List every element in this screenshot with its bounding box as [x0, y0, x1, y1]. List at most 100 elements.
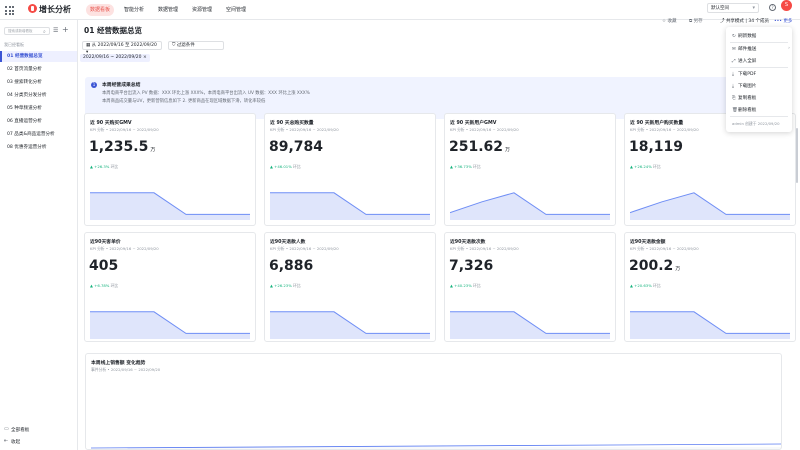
- refresh-icon: ↻: [732, 34, 736, 39]
- kpi-change: ▲ +40.23% 环比: [450, 283, 481, 288]
- trend-card-subtitle: 事件分析 • 2022/09/16 ~ 2022/09/20: [91, 367, 161, 372]
- tab-smart-analysis[interactable]: 智能分析: [123, 7, 144, 13]
- kpi-title: 近90天客单价: [90, 240, 121, 245]
- tab-resource-management[interactable]: 资源管理: [191, 7, 212, 13]
- star-icon: ☆: [662, 19, 667, 24]
- trash-icon: 🗑: [732, 108, 738, 113]
- page-scrollbar[interactable]: [796, 128, 798, 183]
- sales-trend-card: 本周线上销售额 变化趋势 事件分析 • 2022/09/16 ~ 2022/09…: [85, 353, 782, 450]
- trend-area: [630, 192, 790, 220]
- chevron-right-icon: ›: [788, 46, 790, 51]
- collapse-button[interactable]: 收起: [11, 440, 21, 445]
- kpi-trend-chart: [630, 311, 790, 339]
- sidebar-item-seeding-channel[interactable]: 05 种草频道分析: [7, 106, 42, 111]
- space-select[interactable]: 默认空间: [707, 3, 759, 13]
- more-dots-icon: •••: [774, 19, 784, 24]
- kpi-trend-chart: [90, 192, 250, 220]
- sidebar-search-input[interactable]: 搜索或新增看板: [4, 27, 50, 35]
- sidebar-item-category-page[interactable]: 04 分类页分发分析: [7, 93, 47, 98]
- sidebar-item-live-ops[interactable]: 06 直播运营分析: [7, 119, 42, 124]
- kpi-trend-chart: [450, 311, 610, 339]
- menu-delete-dashboard[interactable]: 🗑删除看板: [732, 108, 757, 113]
- kpi-card[interactable]: 近90天客单价 KPI 分析 • 2022/09/16 ~ 2022/09/20 4…: [84, 232, 256, 342]
- kpi-change: ▲ +36.73% 环比: [450, 164, 481, 169]
- share-mode-button[interactable]: ⤴ 共享模式 | 34 个成员: [720, 19, 769, 24]
- fullscreen-icon: ⤢: [732, 59, 736, 64]
- trend-area: [90, 192, 250, 220]
- kpi-change: ▲ +26.24% 环比: [630, 164, 661, 169]
- add-dashboard-icon[interactable]: +: [62, 25, 69, 34]
- calendar-icon: ▦: [86, 43, 92, 48]
- kpi-card[interactable]: 近90天退款金额 KPI 分析 • 2022/09/16 ~ 2022/09/20…: [624, 232, 796, 342]
- avatar[interactable]: S: [781, 0, 792, 11]
- up-arrow-icon: ▲: [630, 164, 635, 169]
- kpi-change: ▲ +26.23% 环比: [270, 283, 301, 288]
- funnel-icon: ⛉: [172, 43, 177, 48]
- sidebar-caption: 我已经看板: [4, 42, 24, 47]
- favorite-button[interactable]: ☆ 收藏: [662, 19, 677, 24]
- kpi-subtitle: KPI 分析 • 2022/09/16 ~ 2022/09/20: [90, 127, 159, 132]
- menu-divider: [730, 116, 788, 117]
- trend-area: [630, 311, 790, 339]
- date-tag: 2022/09/16 ~ 2022/09/20 ×: [80, 54, 150, 62]
- menu-email-push[interactable]: ✉ 邮件推送 ›: [732, 46, 790, 52]
- trend-line: [630, 192, 790, 215]
- collapse-icon: ⇤: [4, 438, 9, 444]
- kpi-card[interactable]: 近90天退款次数 KPI 分析 • 2022/09/16 ~ 2022/09/20…: [444, 232, 616, 342]
- sidebar-item-category-goods[interactable]: 07 品类&商品运营分析: [7, 132, 55, 137]
- sidebar-item-coupon-ops[interactable]: 08 优惠券运营分析: [7, 145, 47, 150]
- mail-icon: ✉: [732, 47, 736, 52]
- date-range-filter[interactable]: ▦ 从 2022/09/16 至 2022/09/20 ▾: [82, 41, 162, 55]
- filter-icon[interactable]: ☰: [53, 27, 59, 34]
- kpi-subtitle: KPI 分析 • 2022/09/16 ~ 2022/09/20: [270, 127, 339, 132]
- trend-line: [630, 311, 790, 334]
- up-arrow-icon: ▲: [90, 164, 95, 169]
- menu-refresh-data[interactable]: ↻ 刷新数据: [732, 34, 757, 39]
- menu-divider: [730, 42, 788, 43]
- top-bar: 增长分析 数据看板 智能分析 数据管理 资源管理 空间管理 默认空间 ? S: [0, 0, 800, 20]
- kpi-value: 405: [89, 258, 119, 274]
- kpi-title: 近90天退款人数: [270, 240, 306, 245]
- summary-line: 本周商品成交量与UV，更新营销信息如下 2. 更新商品在现区域数据下滑，转化率较…: [102, 99, 266, 104]
- filter-conditions-button[interactable]: ⛉ 过滤条件: [168, 41, 224, 50]
- tab-space-management[interactable]: 空间管理: [225, 7, 246, 13]
- sidebar-item-overview[interactable]: 01 经营数据总览: [0, 51, 77, 62]
- menu-divider: [730, 67, 788, 68]
- kpi-value: 7,326: [449, 258, 494, 274]
- trend-area: [450, 311, 610, 339]
- kpi-subtitle: KPI 分析 • 2022/09/16 ~ 2022/09/20: [270, 246, 339, 251]
- summary-title: 本周经营成果总结: [102, 83, 141, 88]
- all-dashboards-link[interactable]: 全部看板: [11, 428, 30, 433]
- more-button[interactable]: ••• 更多: [774, 19, 793, 24]
- sidebar-item-home-traffic[interactable]: 02 首页流量分析: [7, 67, 42, 72]
- trend-line: [90, 192, 250, 215]
- kpi-trend-chart: [630, 192, 790, 220]
- tab-data-management[interactable]: 数据管理: [157, 7, 178, 13]
- sidebar-item-search-conversion[interactable]: 03 搜索转化分析: [7, 80, 42, 85]
- info-icon: 1: [91, 82, 97, 88]
- menu-copy-dashboard[interactable]: ⎘ 复制看板: [732, 96, 757, 101]
- up-arrow-icon: ▲: [90, 283, 95, 288]
- help-icon[interactable]: ?: [769, 4, 776, 11]
- menu-download-image[interactable]: ⤓ 下载图片: [732, 84, 757, 89]
- brand-logo-icon: [28, 4, 37, 13]
- kpi-trend-chart: [90, 311, 250, 339]
- main-content: 01 经营数据总览 ☆ 收藏 ⧉ 另存 ⤴ 共享模式 | 34 个成员 ••• …: [78, 19, 800, 450]
- kpi-change: ▲ +46.01% 环比: [270, 164, 301, 169]
- save-as-button[interactable]: ⧉ 另存: [689, 19, 703, 24]
- menu-fullscreen[interactable]: ⤢ 进入全屏: [732, 59, 757, 64]
- kpi-card[interactable]: 近 90 天购买GMV KPI 分析 • 2022/09/16 ~ 2022/09…: [84, 113, 256, 226]
- kpi-value: 18,119: [629, 139, 684, 155]
- tag-close-icon[interactable]: ×: [142, 55, 147, 60]
- kpi-card[interactable]: 近 90 天新用户GMV KPI 分析 • 2022/09/16 ~ 2022/0…: [444, 113, 616, 226]
- kpi-trend-chart: [270, 311, 430, 339]
- kpi-subtitle: KPI 分析 • 2022/09/16 ~ 2022/09/20: [450, 246, 519, 251]
- tab-dashboard[interactable]: 数据看板: [86, 4, 114, 16]
- menu-download-pdf[interactable]: ⤓ 下载PDF: [732, 72, 757, 77]
- kpi-card[interactable]: 近90天退款人数 KPI 分析 • 2022/09/16 ~ 2022/09/20…: [264, 232, 436, 342]
- trend-card-title: 本周线上销售额 变化趋势: [91, 361, 146, 366]
- kpi-subtitle: KPI 分析 • 2022/09/16 ~ 2022/09/20: [630, 246, 699, 251]
- kpi-card[interactable]: 近 90 天总购买数量 KPI 分析 • 2022/09/16 ~ 2022/09…: [264, 113, 436, 226]
- up-arrow-icon: ▲: [450, 283, 455, 288]
- app-grid-icon[interactable]: [5, 6, 14, 15]
